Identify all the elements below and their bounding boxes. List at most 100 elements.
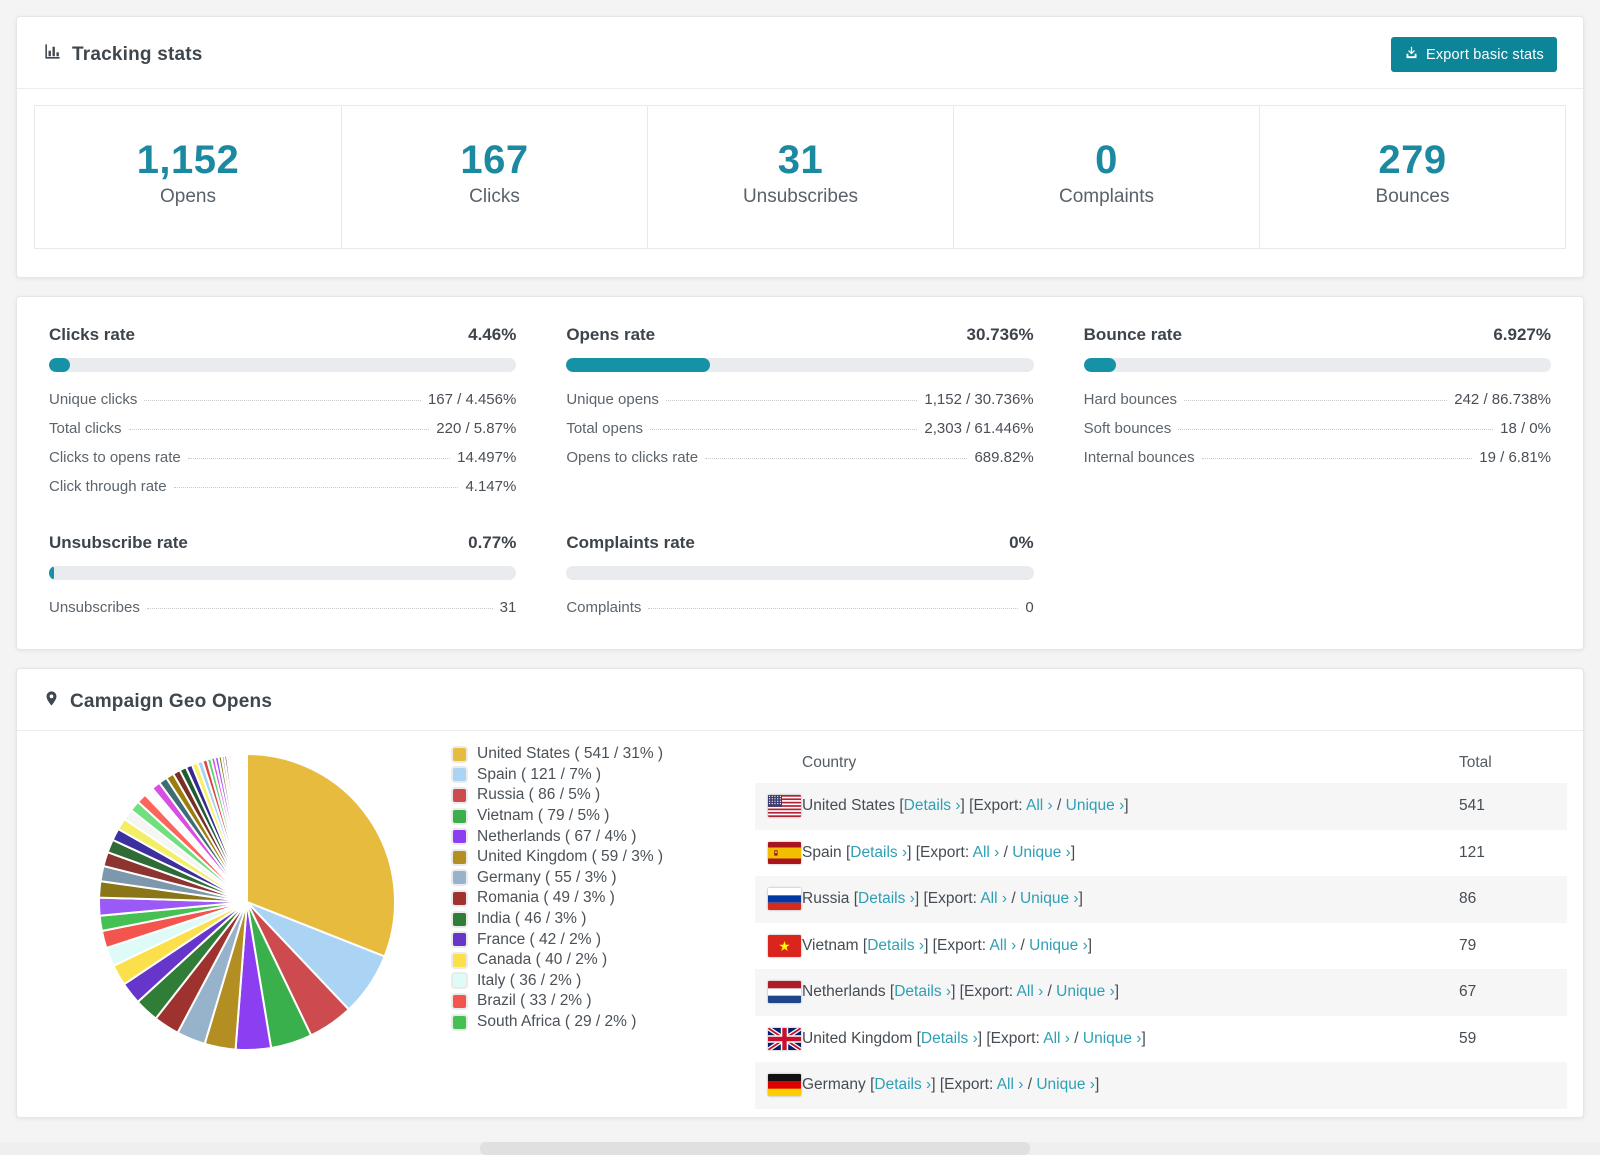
rate-row-value: 18 / 0% — [1500, 420, 1551, 437]
rate-title: Bounce rate — [1083, 325, 1182, 344]
geo-table-header: Country Total — [755, 743, 1567, 783]
export-unique-link[interactable]: Unique › — [1056, 983, 1115, 1001]
rate-row-label: Complaints — [566, 599, 642, 616]
rate-title: Opens rate — [566, 325, 656, 344]
horizontal-scrollbar[interactable] — [0, 1142, 1600, 1155]
export-unique-link[interactable]: Unique › — [1012, 843, 1071, 861]
total-cell: 59 — [1459, 1029, 1477, 1047]
geo-title-text: Campaign Geo Opens — [70, 690, 273, 712]
country-cell: Germany [Details ›] [Export: All › / Uni… — [802, 1076, 1100, 1094]
details-link[interactable]: Details › — [894, 983, 952, 1001]
rate-row-click-through-rate: Click through rate 4.147% — [49, 472, 516, 501]
details-link[interactable]: Details › — [850, 843, 908, 861]
dotted-leader — [1201, 458, 1473, 459]
legend-item-south-africa[interactable]: South Africa ( 29 / 2% ) — [453, 1012, 729, 1033]
legend-item-canada[interactable]: Canada ( 40 / 2% ) — [453, 950, 729, 971]
export-unique-link[interactable]: Unique › — [1065, 797, 1125, 815]
dotted-leader — [665, 400, 918, 401]
export-unique-link[interactable]: Unique › — [1029, 936, 1088, 954]
pie-slice-other-44[interactable] — [245, 752, 248, 903]
export-unique-link[interactable]: Unique › — [1082, 1029, 1142, 1047]
details-link[interactable]: Details › — [858, 890, 915, 908]
country-column-header: Country — [802, 754, 857, 771]
rate-value: 4.46% — [468, 325, 517, 344]
legend-label: Spain ( 121 / 7% ) — [477, 765, 602, 783]
rate-row-unique-opens: Unique opens 1,152 / 30.736% — [566, 385, 1033, 414]
export-unique-link[interactable]: Unique › — [1019, 890, 1079, 908]
flag-gb-icon — [755, 1027, 802, 1050]
rate-row-value: 689.82% — [974, 449, 1034, 466]
stat-value: 167 — [460, 138, 529, 182]
details-link[interactable]: Details › — [867, 936, 925, 954]
dotted-leader — [128, 429, 430, 430]
export-all-link[interactable]: All › — [989, 936, 1017, 954]
export-all-link[interactable]: All › — [1026, 797, 1053, 815]
legend-swatch — [453, 871, 466, 885]
legend-item-united-kingdom[interactable]: United Kingdom ( 59 / 3% ) — [453, 847, 729, 868]
geo-header: Campaign Geo Opens — [17, 669, 1583, 730]
stat-value: 279 — [1378, 138, 1447, 182]
legend-item-spain[interactable]: Spain ( 121 / 7% ) — [453, 765, 729, 786]
country-cell: Spain [Details ›] [Export: All › / Uniqu… — [802, 843, 1076, 861]
country-cell: United Kingdom [Details ›] [Export: All … — [802, 1029, 1146, 1047]
pie-slice-united-states[interactable] — [246, 753, 396, 958]
total-cell: 541 — [1459, 797, 1485, 815]
rate-row-label: Hard bounces — [1083, 391, 1178, 408]
legend-item-france[interactable]: France ( 42 / 2% ) — [453, 929, 729, 950]
export-all-link[interactable]: All › — [972, 843, 1000, 861]
rate-row-clicks-to-opens-rate: Clicks to opens rate 14.497% — [49, 443, 516, 472]
dotted-leader — [144, 400, 421, 401]
progress-bar-fill — [49, 358, 70, 372]
table-row-netherlands: Netherlands [Details ›] [Export: All › /… — [755, 969, 1567, 1016]
legend-item-germany[interactable]: Germany ( 55 / 3% ) — [453, 868, 729, 889]
export-all-link[interactable]: All › — [1016, 983, 1044, 1001]
table-row-united-states: United States [Details ›] [Export: All ›… — [755, 783, 1567, 830]
legend-swatch — [453, 994, 466, 1008]
geo-header-divider — [17, 730, 1583, 731]
details-link[interactable]: Details › — [920, 1029, 978, 1047]
stat-unsubscribes: 31 Unsubscribes — [647, 106, 953, 248]
country-cell: Netherlands [Details ›] [Export: All › /… — [802, 983, 1120, 1001]
legend-item-russia[interactable]: Russia ( 86 / 5% ) — [453, 785, 729, 806]
rate-row-label: Internal bounces — [1083, 449, 1195, 466]
rate-block-clicks-rate: Clicks rate 4.46% Unique clicks 167 / 4.… — [49, 325, 517, 501]
legend-item-netherlands[interactable]: Netherlands ( 67 / 4% ) — [453, 826, 729, 847]
legend-swatch — [453, 830, 466, 844]
legend-item-united-states[interactable]: United States ( 541 / 31% ) — [453, 744, 729, 765]
dotted-leader — [187, 458, 451, 459]
legend-item-india[interactable]: India ( 46 / 3% ) — [453, 909, 729, 930]
dotted-leader — [1178, 429, 1494, 430]
details-link[interactable]: Details › — [874, 1076, 932, 1094]
rates-card: Clicks rate 4.46% Unique clicks 167 / 4.… — [16, 296, 1584, 650]
export-all-link[interactable]: All › — [996, 1076, 1024, 1094]
rate-value: 30.736% — [966, 325, 1034, 344]
country-cell: Russia [Details ›] [Export: All › / Uniq… — [802, 890, 1083, 908]
table-row-russia: Russia [Details ›] [Export: All › / Uniq… — [755, 876, 1567, 923]
export-basic-stats-button[interactable]: Export basic stats — [1390, 37, 1557, 72]
rate-row-complaints: Complaints 0 — [566, 593, 1033, 622]
rate-row-label: Opens to clicks rate — [566, 449, 699, 466]
geo-pie-chart[interactable] — [81, 736, 413, 1068]
rate-value: 0% — [1009, 533, 1034, 552]
legend-item-romania[interactable]: Romania ( 49 / 3% ) — [453, 888, 729, 909]
flag-es-icon — [755, 841, 802, 864]
total-column-header: Total — [1459, 754, 1492, 771]
export-unique-link[interactable]: Unique › — [1036, 1076, 1095, 1094]
legend-item-vietnam[interactable]: Vietnam ( 79 / 5% ) — [453, 806, 729, 827]
export-all-link[interactable]: All › — [1043, 1029, 1070, 1047]
details-link[interactable]: Details › — [903, 797, 961, 815]
rate-row-unsubscribes: Unsubscribes 31 — [49, 593, 516, 622]
flag-nl-icon — [755, 981, 802, 1004]
legend-swatch — [453, 809, 466, 823]
rate-row-label: Total opens — [566, 420, 644, 437]
legend-label: United Kingdom ( 59 / 3% ) — [477, 848, 664, 866]
rate-row-label: Click through rate — [49, 478, 167, 495]
rate-row-value: 220 / 5.87% — [436, 420, 517, 437]
rate-row-value: 242 / 86.738% — [1454, 391, 1551, 408]
legend-item-italy[interactable]: Italy ( 36 / 2% ) — [453, 971, 729, 992]
scrollbar-thumb[interactable] — [480, 1142, 1030, 1155]
rate-row-value: 167 / 4.456% — [427, 391, 517, 408]
legend-item-brazil[interactable]: Brazil ( 33 / 2% ) — [453, 991, 729, 1012]
export-all-link[interactable]: All › — [980, 890, 1008, 908]
legend-label: Russia ( 86 / 5% ) — [477, 786, 601, 804]
